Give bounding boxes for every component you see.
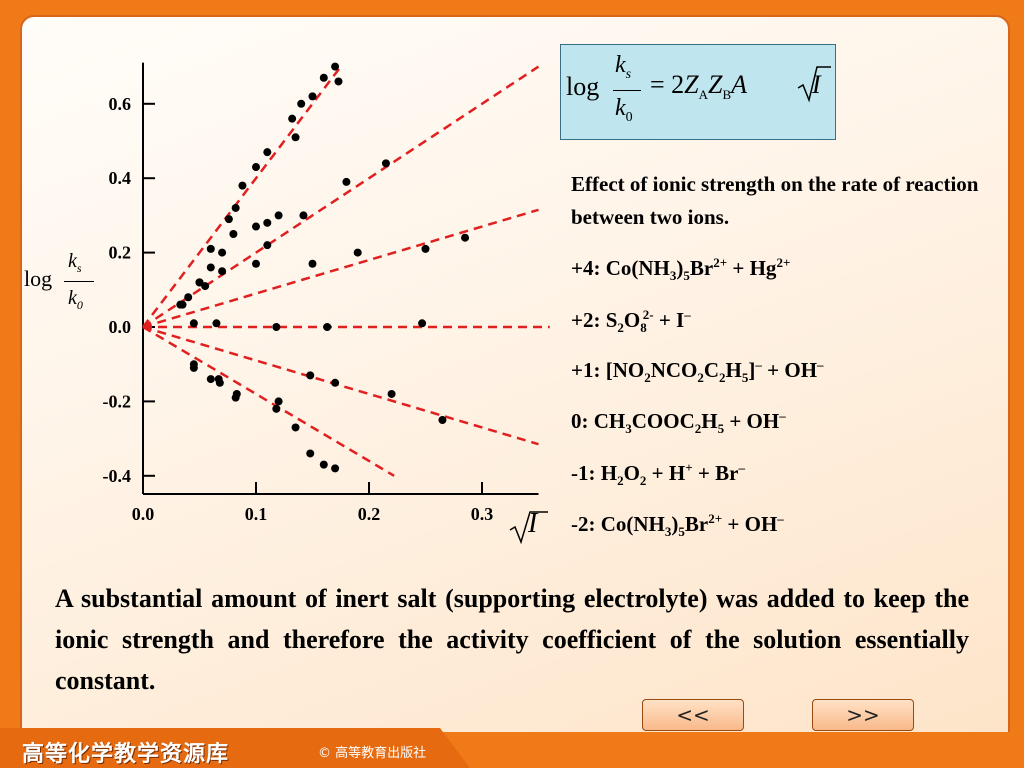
data-point-+4	[291, 133, 300, 142]
body-paragraph: A substantial amount of inert salt (supp…	[55, 584, 969, 695]
data-point-+1	[461, 233, 470, 242]
x-tick-label: 0.0	[132, 504, 155, 524]
data-point-+4	[297, 99, 306, 108]
formula-box	[560, 44, 836, 140]
data-point-0	[418, 319, 427, 328]
sqrt-symbol-icon	[509, 511, 548, 544]
formula-denominator: k0	[615, 95, 633, 125]
reaction-zero: 0: CH3COOC2H5 + OH–	[571, 408, 786, 437]
data-point-+1	[421, 244, 430, 253]
reaction-plus4: +4: Co(NH3)5Br2+ + Hg2+	[571, 255, 791, 284]
data-point--2	[272, 404, 281, 413]
data-point-0	[189, 319, 198, 328]
x-tick-label: 0.1	[245, 504, 268, 524]
data-point-+2	[218, 248, 227, 257]
x-tick-label: 0.2	[358, 504, 381, 524]
data-point-+2	[252, 222, 260, 231]
data-point-+1	[252, 259, 260, 268]
data-point--2	[306, 449, 315, 458]
fit-line--2	[142, 325, 395, 477]
y-tick-label: -0.4	[103, 466, 132, 486]
data-point--1	[387, 389, 396, 398]
data-point-+1	[353, 248, 362, 257]
y-tick-label: 0.2	[109, 243, 132, 263]
figure-caption: Effect of ionic strength on the rate of …	[571, 172, 979, 229]
y-axis-label-fraction-bar	[64, 281, 94, 282]
reaction-minus1: -1: H2O2 + H+ + Br–	[571, 460, 745, 489]
data-point-+4	[252, 163, 260, 172]
data-point--1	[206, 375, 215, 384]
data-point-+2	[263, 218, 272, 227]
data-point-+4	[238, 181, 247, 190]
formula-numerator: ks	[615, 52, 632, 82]
data-point--2	[291, 423, 300, 432]
data-points	[176, 62, 470, 473]
data-point--1	[438, 416, 447, 424]
y-tick-label: 0.6	[109, 94, 132, 114]
formula-ionic-strength: I	[812, 70, 821, 99]
chart-axes	[142, 62, 539, 495]
y-axis-label-den: k0	[68, 287, 83, 312]
next-button[interactable]: >>	[812, 699, 914, 731]
previous-button[interactable]: <<	[642, 699, 744, 731]
slide-panel	[20, 15, 1010, 750]
data-point-+1	[308, 259, 317, 268]
data-point-+2	[381, 159, 390, 168]
data-point-+2	[195, 278, 204, 287]
data-point-+4	[331, 62, 340, 71]
footer-title: 高等化学教学资源库	[22, 742, 230, 767]
tick-labels: 0.60.40.20.0-0.2-0.40.0 0.1 0.2 0.3	[103, 94, 494, 524]
y-tick-label: 0.4	[109, 168, 132, 188]
data-point-+2	[299, 211, 308, 220]
reaction-plus2: +2: S2O82- + I–	[571, 307, 691, 336]
data-point-0	[272, 323, 281, 331]
x-tick-label: 0.3	[471, 504, 494, 524]
data-point-+1	[176, 300, 185, 309]
data-point-+4	[263, 148, 272, 157]
data-point-+4	[308, 92, 317, 101]
data-point-+1	[263, 241, 272, 250]
data-point-+4	[206, 244, 215, 253]
footer-copyright: © 高等教育出版社	[318, 746, 427, 761]
y-axis-label-log: log	[24, 266, 53, 291]
data-point-+2	[342, 177, 351, 186]
reaction-plus1: +1: [NO2NCO2C2H5]– + OH–	[571, 357, 824, 386]
data-point--1	[274, 397, 283, 406]
reaction-minus2: -2: Co(NH3)5Br2+ + OH–	[571, 511, 784, 540]
fit-line-+2	[142, 65, 540, 329]
data-point--1	[306, 371, 315, 380]
data-point-+2	[229, 230, 238, 238]
data-point--2	[331, 464, 340, 473]
formula-log: log	[566, 72, 600, 101]
data-point--2	[319, 460, 328, 469]
data-point-+4	[319, 73, 328, 82]
data-point-0	[323, 323, 332, 331]
y-axis-label-num: ks	[68, 250, 82, 275]
fit-line-+4	[142, 65, 342, 328]
data-point-0	[212, 319, 221, 328]
data-point-+2	[184, 293, 193, 302]
data-point-+1	[218, 267, 227, 276]
data-point--2	[232, 389, 241, 398]
y-tick-label: -0.2	[103, 391, 132, 411]
fit-line--1	[142, 325, 539, 446]
formula-sqrt-icon	[797, 66, 831, 103]
fit-line-+1	[142, 208, 539, 329]
formula-fraction-bar	[613, 90, 641, 91]
data-point--2	[215, 378, 224, 387]
data-point-+4	[288, 114, 297, 123]
data-point-+4	[334, 77, 343, 86]
data-point-+4	[224, 215, 233, 224]
data-point--2	[189, 360, 198, 369]
data-point-+4	[231, 203, 240, 212]
data-point-+2	[274, 211, 283, 220]
data-point-+2	[206, 263, 215, 272]
fit-lines	[142, 65, 550, 477]
footer-tab	[0, 728, 470, 768]
data-point--1	[331, 378, 340, 387]
y-tick-label: 0.0	[109, 317, 132, 337]
data-point-+1	[201, 282, 210, 291]
formula-rhs: = 2ZAZBA	[650, 70, 748, 103]
